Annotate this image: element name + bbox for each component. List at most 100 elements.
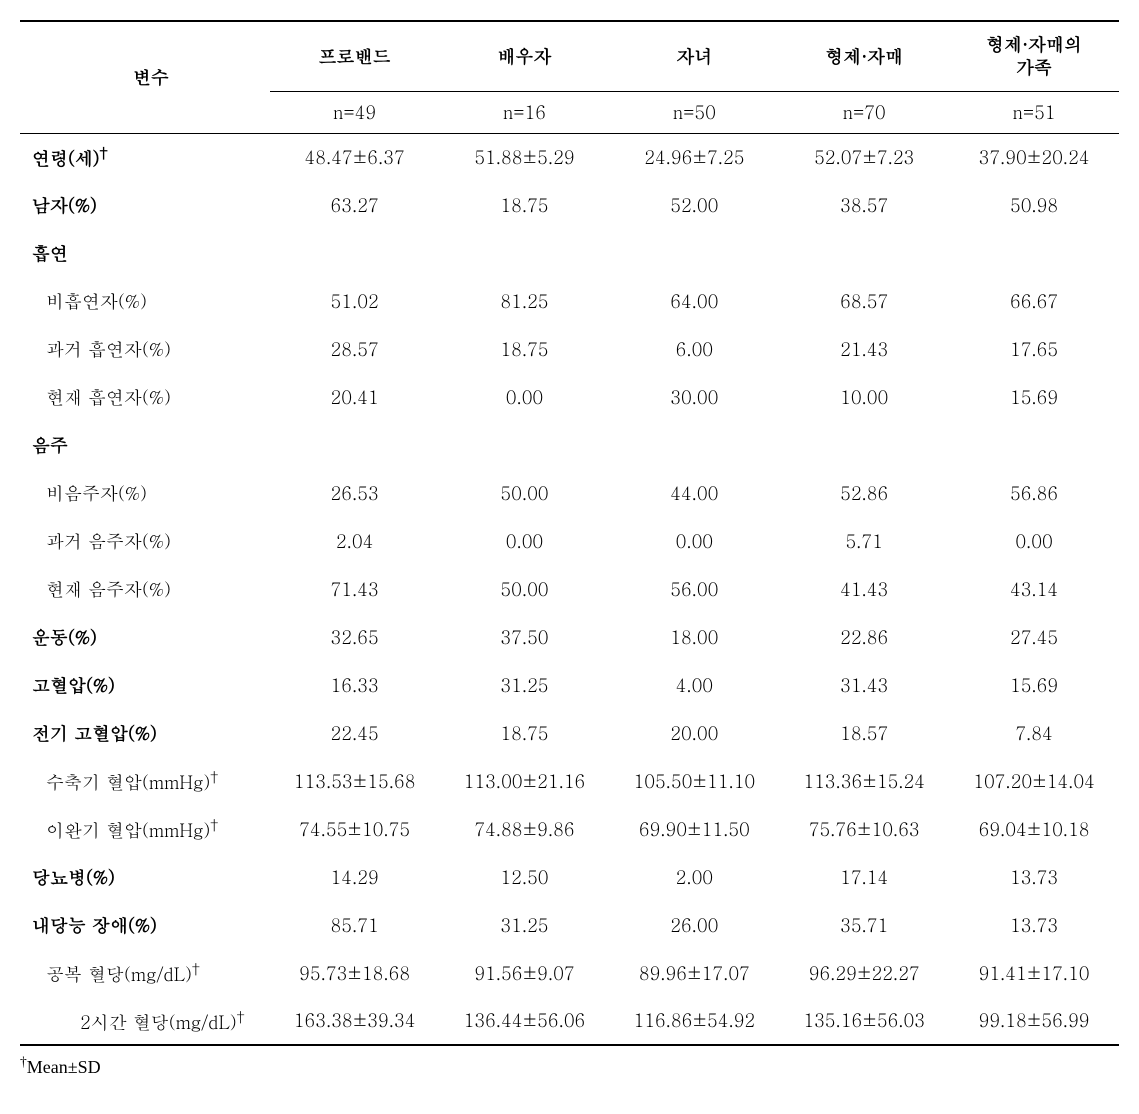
cell-value: 28.57	[270, 325, 440, 373]
cell-value: 69.04±10.18	[949, 805, 1119, 853]
cell-value: 31.43	[779, 661, 949, 709]
cell-value: 113.36±15.24	[779, 757, 949, 805]
cell-value: 52.86	[779, 469, 949, 517]
row-label: 음주	[20, 421, 270, 469]
row-label: 과거 흡연자(%)	[20, 325, 270, 373]
cell-value: 0.00	[949, 517, 1119, 565]
cell-value: 113.53±15.68	[270, 757, 440, 805]
cell-value: 13.73	[949, 901, 1119, 949]
cell-value: 10.00	[779, 373, 949, 421]
cell-value: 56.86	[949, 469, 1119, 517]
row-label: 운동(%)	[20, 613, 270, 661]
table-head: 변수 프로밴드 배우자 자녀 형제·자매 형제·자매의 가족 n=49 n=16…	[20, 21, 1119, 133]
cell-value	[609, 229, 779, 277]
table-row: 현재 음주자(%)71.4350.0056.0041.4343.14	[20, 565, 1119, 613]
cell-value: 18.00	[609, 613, 779, 661]
cell-value: 91.41±17.10	[949, 949, 1119, 997]
row-label: 비흡연자(%)	[20, 277, 270, 325]
cell-value: 31.25	[440, 661, 610, 709]
cell-value	[270, 229, 440, 277]
cell-value: 89.96±17.07	[609, 949, 779, 997]
cell-value: 41.43	[779, 565, 949, 613]
table-row: 과거 흡연자(%)28.5718.756.0021.4317.65	[20, 325, 1119, 373]
cell-value: 107.20±14.04	[949, 757, 1119, 805]
cell-value	[779, 229, 949, 277]
cell-value: 18.75	[440, 709, 610, 757]
cell-value: 21.43	[779, 325, 949, 373]
table-row: 과거 음주자(%)2.040.000.005.710.00	[20, 517, 1119, 565]
table-row: 비음주자(%)26.5350.0044.0052.8656.86	[20, 469, 1119, 517]
header-group-1: 배우자	[440, 21, 610, 91]
cell-value: 15.69	[949, 661, 1119, 709]
cell-value: 68.57	[779, 277, 949, 325]
cell-value: 50.00	[440, 565, 610, 613]
cell-value: 0.00	[440, 373, 610, 421]
cell-value: 95.73±18.68	[270, 949, 440, 997]
cell-value: 63.27	[270, 181, 440, 229]
row-label: 현재 흡연자(%)	[20, 373, 270, 421]
cell-value: 136.44±56.06	[440, 997, 610, 1045]
cell-value: 37.90±20.24	[949, 133, 1119, 181]
cell-value: 22.86	[779, 613, 949, 661]
cell-value: 105.50±11.10	[609, 757, 779, 805]
cell-value: 20.00	[609, 709, 779, 757]
row-label: 고혈압(%)	[20, 661, 270, 709]
cell-value	[949, 421, 1119, 469]
cell-value: 17.14	[779, 853, 949, 901]
cell-value: 35.71	[779, 901, 949, 949]
cell-value: 69.90±11.50	[609, 805, 779, 853]
row-label: 현재 음주자(%)	[20, 565, 270, 613]
row-label: 2시간 혈당(mg/dL)†	[20, 997, 270, 1045]
cell-value: 96.29±22.27	[779, 949, 949, 997]
table-row: 흡연	[20, 229, 1119, 277]
cell-value: 38.57	[779, 181, 949, 229]
row-label: 전기 고혈압(%)	[20, 709, 270, 757]
cell-value: 26.53	[270, 469, 440, 517]
row-label: 이완기 혈압(mmHg)†	[20, 805, 270, 853]
cell-value: 13.73	[949, 853, 1119, 901]
header-n-4: n=51	[949, 91, 1119, 133]
cell-value: 31.25	[440, 901, 610, 949]
cell-value: 51.88±5.29	[440, 133, 610, 181]
cell-value: 135.16±56.03	[779, 997, 949, 1045]
cell-value: 44.00	[609, 469, 779, 517]
header-group-4: 형제·자매의 가족	[949, 21, 1119, 91]
cell-value: 18.57	[779, 709, 949, 757]
table-row: 운동(%)32.6537.5018.0022.8627.45	[20, 613, 1119, 661]
cell-value: 48.47±6.37	[270, 133, 440, 181]
cell-value: 163.38±39.34	[270, 997, 440, 1045]
row-label: 내당능 장애(%)	[20, 901, 270, 949]
cell-value: 16.33	[270, 661, 440, 709]
header-group-3: 형제·자매	[779, 21, 949, 91]
footnote-text: Mean±SD	[27, 1057, 101, 1077]
cell-value: 74.55±10.75	[270, 805, 440, 853]
header-n-3: n=70	[779, 91, 949, 133]
header-n-0: n=49	[270, 91, 440, 133]
row-label: 흡연	[20, 229, 270, 277]
cell-value: 18.75	[440, 325, 610, 373]
cell-value: 18.75	[440, 181, 610, 229]
cell-value: 5.71	[779, 517, 949, 565]
cell-value: 66.67	[949, 277, 1119, 325]
table-row: 수축기 혈압(mmHg)†113.53±15.68113.00±21.16105…	[20, 757, 1119, 805]
header-n-2: n=50	[609, 91, 779, 133]
table-row: 내당능 장애(%)85.7131.2526.0035.7113.73	[20, 901, 1119, 949]
cell-value: 71.43	[270, 565, 440, 613]
cell-value: 116.86±54.92	[609, 997, 779, 1045]
table-row: 연령(세)†48.47±6.3751.88±5.2924.96±7.2552.0…	[20, 133, 1119, 181]
header-group-2: 자녀	[609, 21, 779, 91]
table-row: 당뇨병(%)14.2912.502.0017.1413.73	[20, 853, 1119, 901]
table-row: 비흡연자(%)51.0281.2564.0068.5766.67	[20, 277, 1119, 325]
header-group-0: 프로밴드	[270, 21, 440, 91]
cell-value: 99.18±56.99	[949, 997, 1119, 1045]
cell-value: 22.45	[270, 709, 440, 757]
cell-value: 20.41	[270, 373, 440, 421]
dagger-icon: †	[20, 1054, 27, 1069]
cell-value: 52.00	[609, 181, 779, 229]
cell-value: 37.50	[440, 613, 610, 661]
table-row: 공복 혈당(mg/dL)†95.73±18.6891.56±9.0789.96±…	[20, 949, 1119, 997]
table-row: 현재 흡연자(%)20.410.0030.0010.0015.69	[20, 373, 1119, 421]
cell-value: 50.98	[949, 181, 1119, 229]
cell-value: 81.25	[440, 277, 610, 325]
cell-value: 6.00	[609, 325, 779, 373]
